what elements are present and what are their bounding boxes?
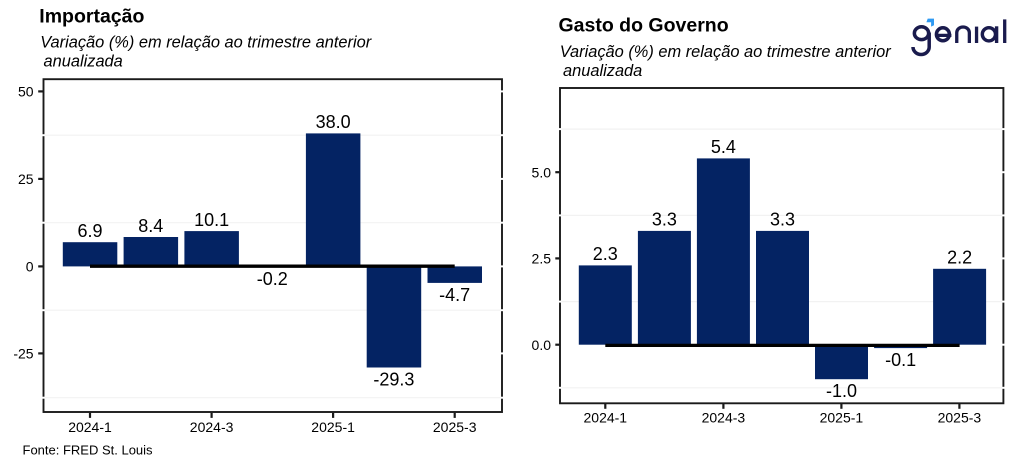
svg-text:-25: -25: [13, 345, 33, 361]
svg-text:-4.7: -4.7: [439, 285, 470, 305]
svg-text:2024-1: 2024-1: [68, 419, 112, 435]
svg-text:2.2: 2.2: [947, 248, 972, 268]
svg-text:50: 50: [18, 83, 34, 99]
svg-text:8.4: 8.4: [138, 216, 163, 236]
svg-text:0: 0: [26, 258, 34, 274]
svg-text:5.0: 5.0: [532, 164, 552, 180]
svg-text:Fonte: FRED St. Louis: Fonte: FRED St. Louis: [23, 443, 154, 458]
svg-text:-1.0: -1.0: [826, 381, 857, 401]
svg-text:2024-3: 2024-3: [190, 419, 234, 435]
svg-text:2025-3: 2025-3: [433, 419, 477, 435]
svg-text:anualizada: anualizada: [563, 62, 642, 80]
svg-text:2025-1: 2025-1: [820, 409, 864, 425]
svg-text:10.1: 10.1: [194, 210, 229, 230]
svg-text:Importação: Importação: [39, 5, 144, 27]
svg-text:-0.1: -0.1: [885, 350, 916, 370]
svg-text:3.3: 3.3: [770, 210, 795, 230]
svg-text:6.9: 6.9: [77, 221, 102, 241]
svg-text:2.3: 2.3: [593, 244, 618, 264]
svg-text:25: 25: [18, 171, 34, 187]
svg-text:2024-3: 2024-3: [702, 409, 746, 425]
svg-text:38.0: 38.0: [316, 112, 351, 132]
svg-text:anualizada: anualizada: [44, 53, 123, 71]
svg-text:-0.2: -0.2: [257, 269, 288, 289]
svg-text:2025-1: 2025-1: [311, 419, 355, 435]
svg-text:0.0: 0.0: [532, 337, 552, 353]
svg-text:3.3: 3.3: [652, 210, 677, 230]
svg-text:Gasto do Governo: Gasto do Governo: [559, 14, 729, 36]
svg-text:Variação (%) em relação ao tri: Variação (%) em relação ao trimestre ant…: [560, 43, 893, 61]
svg-text:2024-1: 2024-1: [584, 409, 628, 425]
svg-text:-29.3: -29.3: [373, 370, 414, 390]
svg-text:2.5: 2.5: [532, 251, 552, 267]
svg-text:5.4: 5.4: [711, 137, 736, 157]
svg-text:2025-3: 2025-3: [938, 409, 982, 425]
svg-text:Variação (%) em relação ao tri: Variação (%) em relação ao trimestre ant…: [40, 34, 373, 52]
